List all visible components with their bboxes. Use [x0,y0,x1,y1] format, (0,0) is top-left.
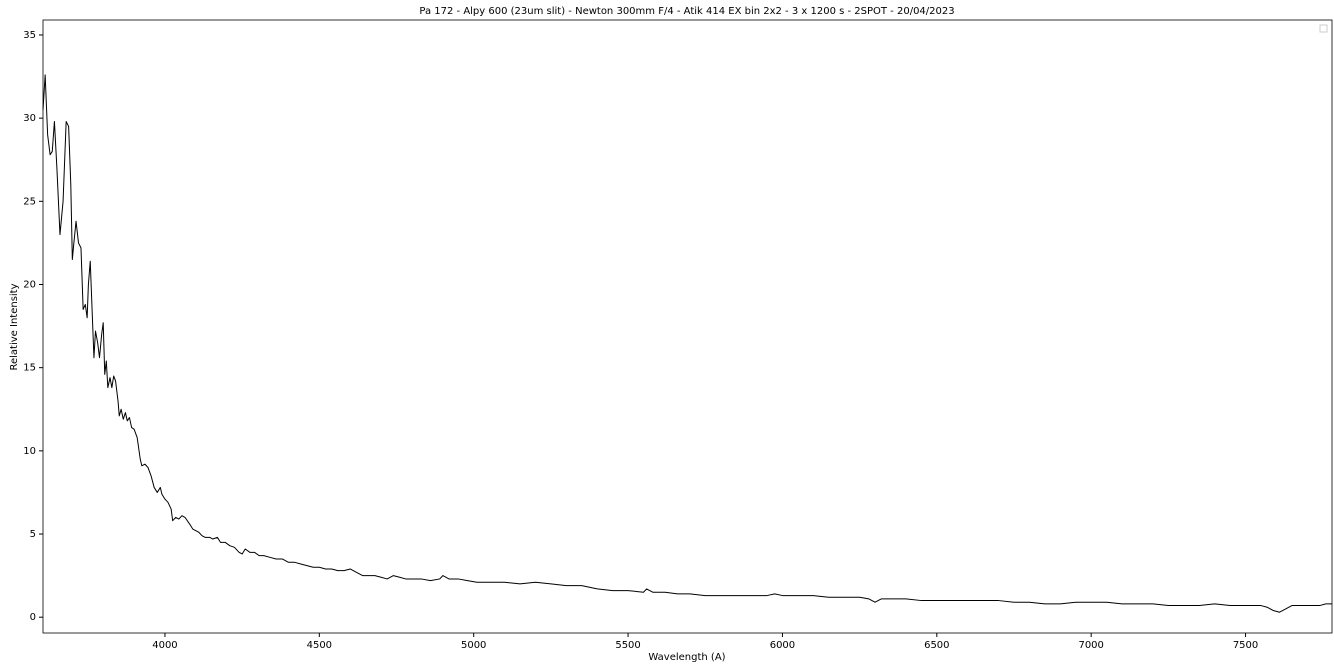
x-tick-label: 5000 [461,640,486,651]
y-tick-label: 30 [23,113,36,124]
y-tick-label: 10 [23,446,36,457]
x-tick-label: 4000 [152,640,177,651]
x-tick-label: 6500 [924,640,949,651]
x-tick-label: 6000 [770,640,795,651]
y-tick-label: 0 [30,612,36,623]
x-tick-label: 5500 [615,640,640,651]
y-axis-label: Relative Intensity [9,283,20,370]
spectrum-line [42,74,1332,613]
y-tick-label: 20 [23,279,36,290]
plot-frame [42,19,1333,634]
y-tick-label: 15 [23,363,36,374]
chart-title: Pa 172 - Alpy 600 (23um slit) - Newton 3… [419,6,954,17]
x-axis-label: Wavelength (A) [648,652,725,663]
y-tick-label: 25 [23,196,36,207]
x-tick-label: 7000 [1078,640,1103,651]
y-tick-label: 5 [30,529,36,540]
legend-box [1319,24,1328,33]
x-tick-label: 4500 [307,640,332,651]
x-tick-label: 7500 [1233,640,1258,651]
y-tick-label: 35 [23,30,36,41]
